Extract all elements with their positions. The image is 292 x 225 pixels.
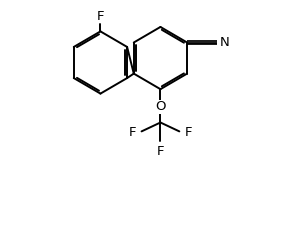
Text: F: F — [157, 145, 164, 158]
Text: O: O — [155, 100, 166, 113]
Text: F: F — [128, 126, 136, 139]
Text: F: F — [97, 9, 104, 22]
Text: N: N — [219, 36, 229, 49]
Text: F: F — [185, 126, 192, 139]
